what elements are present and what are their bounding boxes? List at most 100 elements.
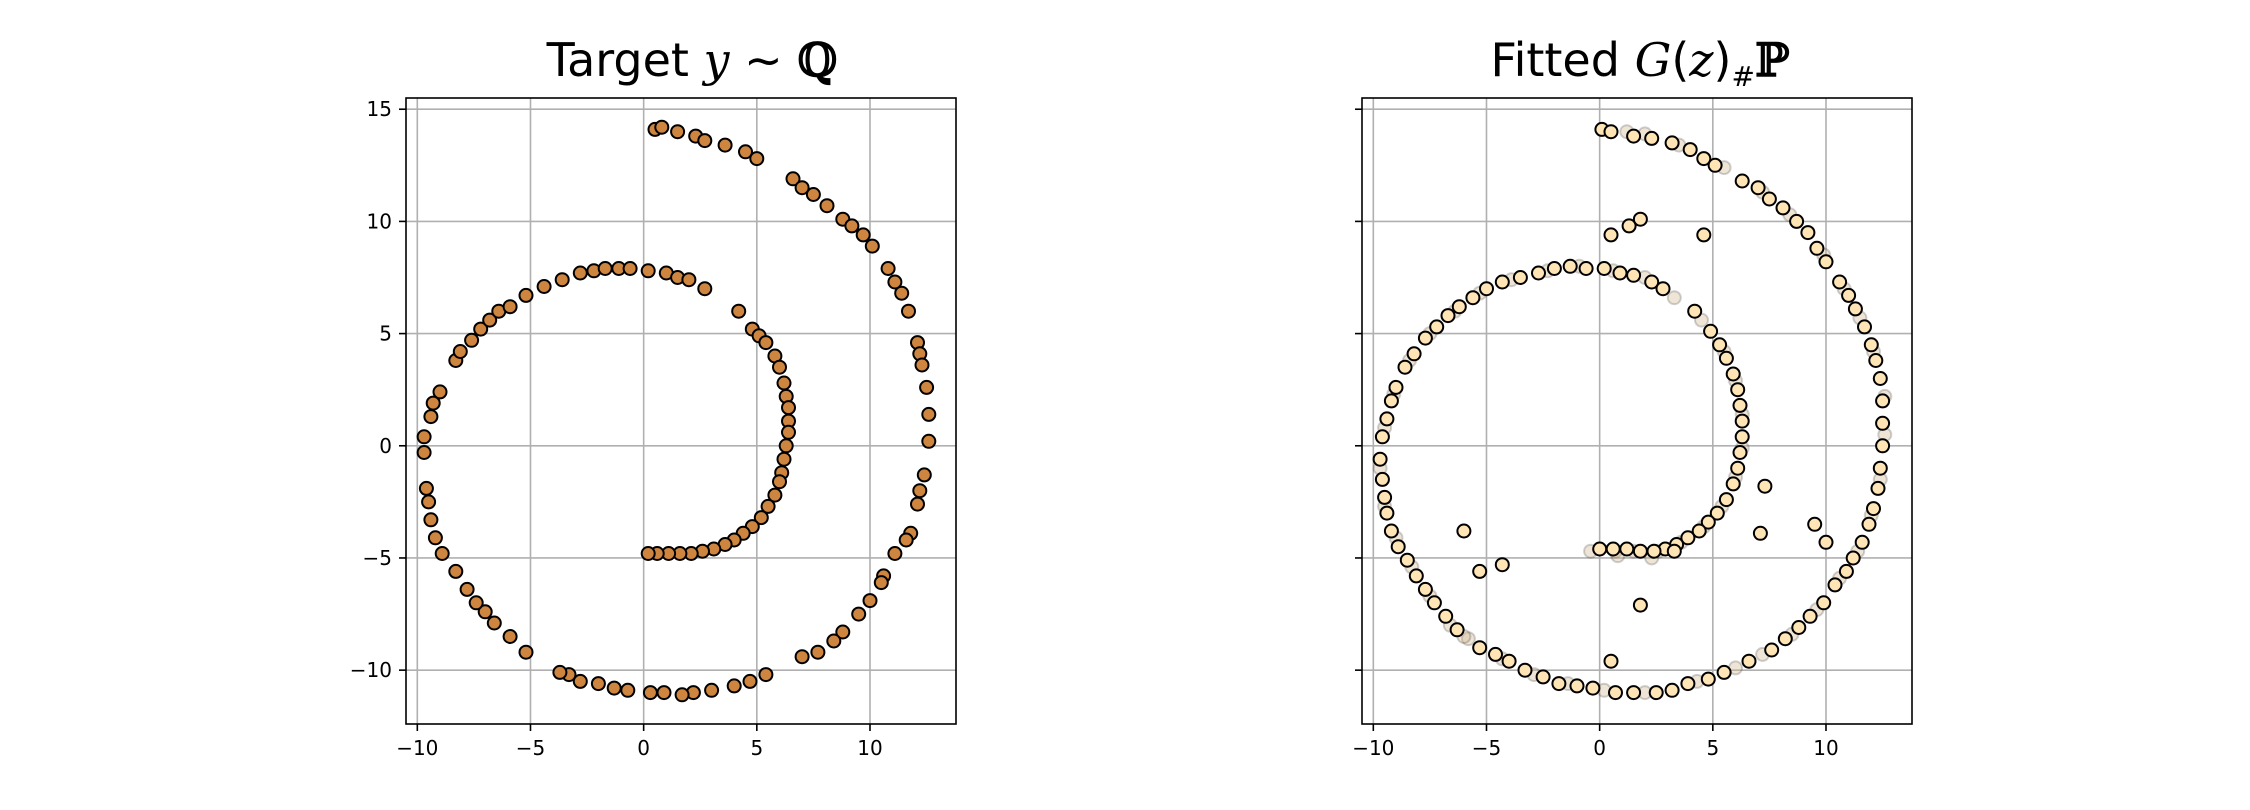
data-point bbox=[1535, 669, 1551, 685]
data-point bbox=[1752, 525, 1768, 541]
data-point bbox=[1472, 563, 1488, 579]
data-point bbox=[1875, 438, 1891, 454]
data-point bbox=[880, 261, 896, 276]
data-point bbox=[486, 615, 502, 631]
y-tick-label: 0 bbox=[379, 434, 392, 458]
data-point bbox=[1429, 319, 1445, 335]
data-point bbox=[901, 303, 916, 319]
data-point bbox=[482, 312, 498, 328]
data-point bbox=[1827, 577, 1843, 593]
data-point bbox=[887, 546, 903, 561]
data-point bbox=[1682, 142, 1698, 158]
data-point bbox=[1372, 451, 1388, 467]
data-point bbox=[1707, 157, 1723, 173]
data-point bbox=[864, 238, 880, 254]
data-point bbox=[421, 494, 437, 510]
data-point bbox=[554, 272, 570, 288]
data-point bbox=[1379, 411, 1395, 427]
data-point bbox=[1866, 501, 1881, 517]
data-point bbox=[794, 649, 810, 665]
data-point bbox=[473, 321, 489, 337]
data-point bbox=[1847, 301, 1863, 317]
data-point bbox=[432, 384, 448, 400]
data-point bbox=[776, 375, 792, 391]
data-point bbox=[1655, 281, 1671, 297]
y-tick-label: 15 bbox=[367, 97, 392, 121]
data-point bbox=[1406, 346, 1422, 362]
data-point bbox=[1703, 323, 1719, 339]
data-point bbox=[1725, 476, 1741, 492]
x-tick-label: −5 bbox=[1472, 736, 1501, 760]
target-panel: Target y ~ ℚ −10 −5 0 5 10 −10 −5 0 5 10 15 bbox=[350, 33, 957, 760]
data-point bbox=[536, 279, 552, 294]
data-point bbox=[1725, 366, 1741, 382]
data-point bbox=[1664, 682, 1680, 698]
data-point bbox=[552, 664, 568, 680]
data-point bbox=[1374, 471, 1390, 487]
x-tick-label: 5 bbox=[1706, 736, 1719, 760]
data-point bbox=[1732, 445, 1748, 460]
x-tick-label: 5 bbox=[750, 736, 763, 760]
data-point bbox=[1383, 523, 1399, 539]
data-point bbox=[1605, 541, 1621, 557]
target-gridlines bbox=[406, 98, 956, 724]
data-point bbox=[423, 512, 439, 528]
data-point bbox=[753, 510, 769, 526]
data-point bbox=[425, 395, 441, 411]
data-point bbox=[776, 451, 792, 467]
data-point bbox=[1626, 685, 1642, 701]
data-point bbox=[914, 357, 930, 373]
target-points bbox=[416, 119, 937, 703]
data-point bbox=[1700, 514, 1716, 530]
x-tick-label: 10 bbox=[1813, 736, 1838, 760]
data-point bbox=[477, 604, 493, 620]
data-point bbox=[418, 480, 434, 496]
data-point bbox=[731, 303, 747, 319]
data-point bbox=[1870, 480, 1886, 496]
data-point bbox=[423, 409, 439, 425]
data-point bbox=[1802, 608, 1818, 624]
data-point bbox=[738, 144, 753, 160]
data-point bbox=[1757, 478, 1773, 494]
data-point bbox=[758, 335, 774, 351]
target-title: Target y ~ ℚ bbox=[546, 33, 838, 87]
data-point bbox=[572, 265, 588, 281]
data-point bbox=[910, 496, 925, 512]
data-point bbox=[1632, 211, 1648, 227]
data-point bbox=[887, 274, 903, 290]
data-point bbox=[502, 629, 518, 644]
data-point bbox=[1734, 173, 1750, 189]
data-point bbox=[894, 285, 910, 301]
data-point bbox=[1603, 653, 1619, 669]
data-point bbox=[1700, 671, 1716, 687]
data-point bbox=[1800, 225, 1816, 241]
x-tick-label: −10 bbox=[396, 736, 438, 760]
data-point bbox=[622, 261, 638, 276]
data-point bbox=[1644, 274, 1660, 290]
data-point bbox=[767, 487, 783, 503]
data-point bbox=[1868, 353, 1884, 368]
data-point bbox=[1608, 685, 1623, 701]
data-point bbox=[921, 433, 937, 449]
data-point bbox=[468, 595, 484, 611]
data-point bbox=[1718, 350, 1734, 366]
data-point bbox=[717, 137, 733, 153]
data-point bbox=[1465, 290, 1481, 306]
data-point bbox=[1718, 492, 1734, 508]
data-point bbox=[1696, 227, 1712, 243]
data-point bbox=[1832, 274, 1848, 290]
data-point bbox=[1449, 622, 1465, 638]
data-point bbox=[606, 680, 622, 696]
data-point bbox=[1863, 337, 1879, 353]
data-point bbox=[1818, 534, 1834, 550]
data-point bbox=[1592, 541, 1608, 557]
data-point bbox=[1841, 287, 1857, 303]
data-point bbox=[810, 644, 826, 660]
data-point bbox=[459, 581, 475, 597]
data-point bbox=[1451, 299, 1467, 315]
data-point bbox=[1408, 568, 1424, 584]
data-point bbox=[1512, 270, 1528, 285]
data-point bbox=[1680, 676, 1696, 692]
data-point bbox=[1648, 685, 1664, 701]
data-point bbox=[1838, 563, 1854, 579]
